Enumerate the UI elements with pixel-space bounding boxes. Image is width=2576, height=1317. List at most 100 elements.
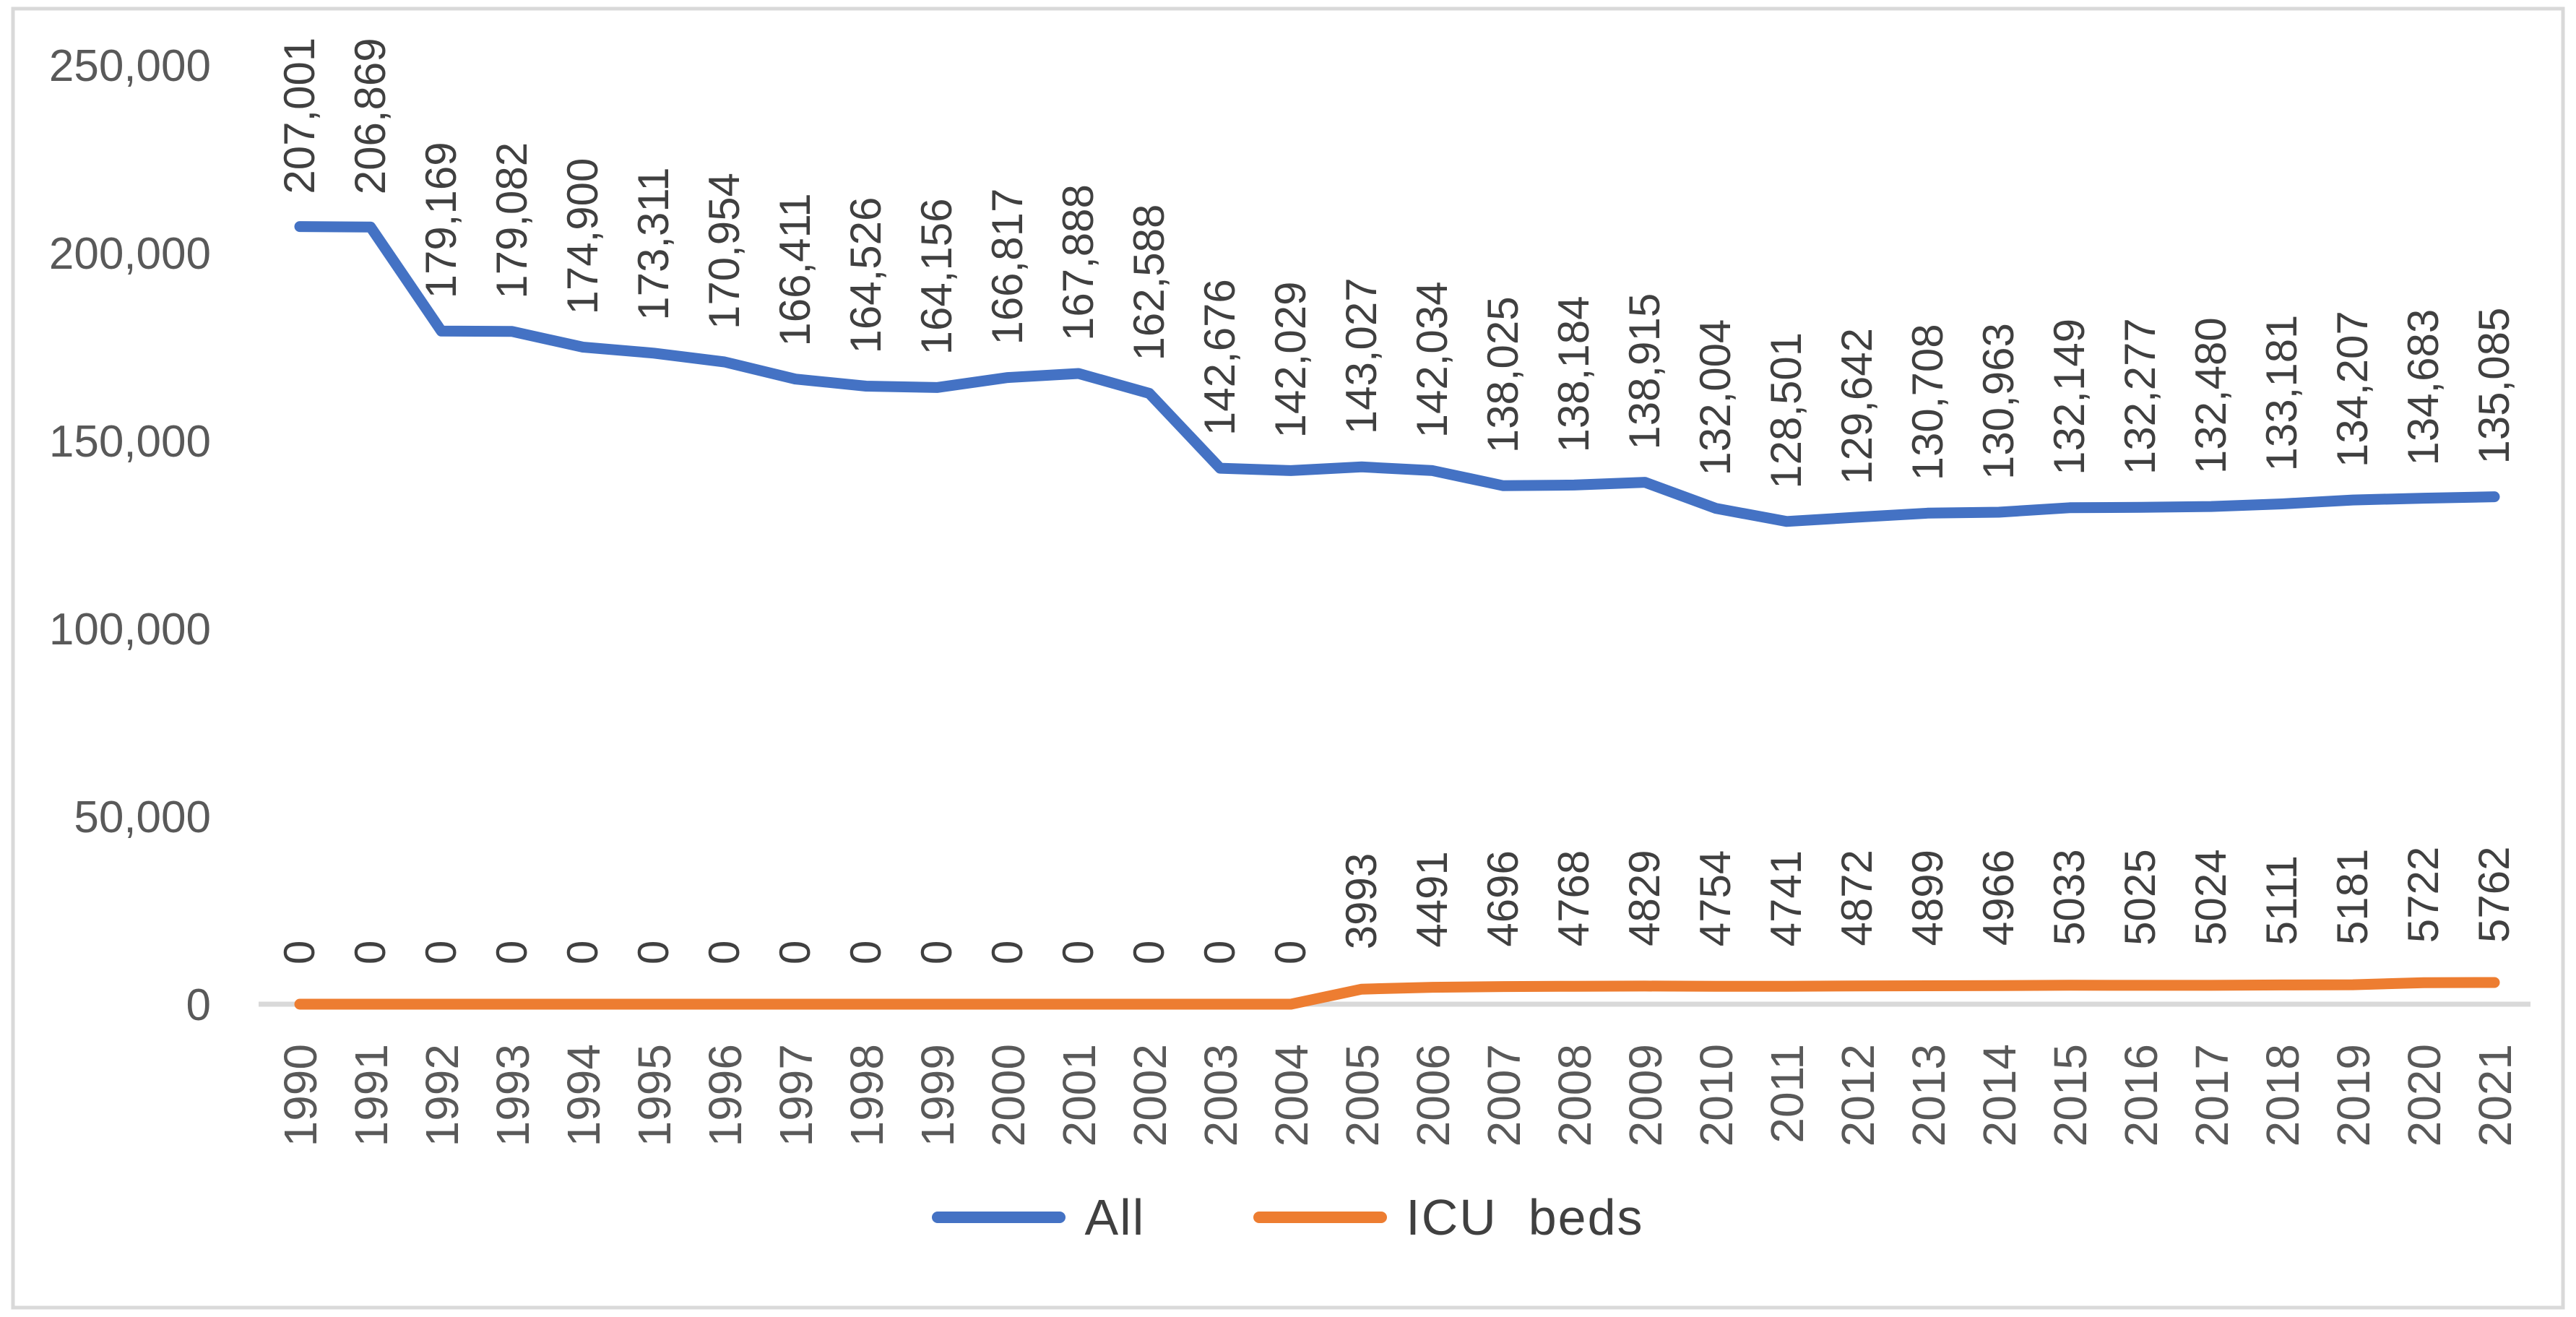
all-data-label: 130,708 [1903,324,1952,480]
legend-label-icu-beds: ICU beds [1406,1189,1644,1245]
x-axis-year-label: 2012 [1832,1044,1884,1147]
x-axis-year-label: 2013 [1903,1044,1955,1147]
x-axis-year-label: 1991 [345,1044,397,1147]
all-data-label: 134,207 [2328,311,2377,467]
all-data-label: 166,411 [771,193,819,346]
x-axis-year-label: 2018 [2257,1044,2309,1147]
icu-beds-data-label: 4741 [1762,850,1810,946]
icu-beds-data-label: 0 [417,941,465,964]
x-axis-year-label: 1992 [416,1044,468,1147]
icu-beds-data-label: 4966 [1974,850,2023,946]
x-axis-year-label: 2005 [1336,1044,1388,1147]
all-data-label: 164,156 [912,198,961,355]
icu-beds-series-swatch [1253,1212,1388,1223]
icu-beds-data-label: 0 [842,941,890,964]
icu-beds-data-label: 4696 [1479,850,1527,946]
x-axis-year-label: 2020 [2398,1044,2450,1147]
y-axis-tick-label: 0 [186,980,211,1030]
all-data-label: 130,963 [1974,323,2023,480]
icu-beds-data-label: 4829 [1620,850,1669,946]
icu-beds-data-label: 0 [983,941,1032,964]
chart-legend: All ICU beds [0,1188,2576,1246]
icu-beds-data-label: 0 [629,941,678,964]
all-data-label: 143,027 [1337,277,1386,434]
all-data-label: 133,181 [2257,315,2306,472]
icu-beds-data-label: 0 [700,941,748,964]
all-data-label: 179,169 [417,142,465,298]
x-axis-year-label: 2007 [1478,1044,1530,1147]
all-data-label: 132,149 [2045,319,2093,475]
icu-beds-data-label: 5762 [2470,847,2518,943]
icu-beds-data-label: 0 [558,941,607,964]
all-data-label: 132,480 [2187,317,2235,474]
icu-beds-data-label: 0 [346,941,394,964]
icu-beds-data-label: 5024 [2187,849,2235,945]
all-series-swatch [932,1212,1066,1223]
x-axis-year-label: 2008 [1549,1044,1601,1147]
x-axis-year-label: 2010 [1690,1044,1742,1147]
x-axis-year-label: 2004 [1266,1044,1318,1147]
icu-beds-data-label: 4491 [1408,851,1456,947]
all-data-label: 170,954 [700,173,748,329]
all-series-line [294,221,2500,527]
all-data-label: 132,277 [2116,318,2164,475]
all-data-label: 142,029 [1266,282,1315,439]
all-data-label: 138,025 [1479,296,1527,453]
all-data-label: 164,526 [842,197,890,354]
y-axis-tick-label: 50,000 [74,793,211,842]
all-data-label: 134,683 [2399,309,2447,466]
x-axis-year-label: 2009 [1620,1044,1672,1147]
icu-beds-data-label: 0 [1196,941,1244,964]
all-data-label: 207,001 [275,38,324,194]
legend-item-all: All [932,1188,1145,1246]
icu-beds-data-label: 5181 [2328,849,2377,945]
x-axis-year-label: 2014 [1974,1044,2026,1147]
icu-beds-data-label: 5025 [2116,849,2164,945]
all-data-label: 142,676 [1196,279,1244,436]
icu-beds-data-label: 0 [275,941,324,964]
x-axis-year-label: 2015 [2044,1044,2096,1147]
x-axis-year-label: 1997 [770,1044,822,1147]
all-data-label: 135,085 [2470,308,2518,465]
x-axis-year-label: 2001 [1053,1044,1105,1147]
x-axis-year-label: 1996 [699,1044,751,1147]
x-axis-year-label: 2000 [982,1044,1034,1147]
icu-beds-data-label: 0 [1125,941,1173,964]
icu-beds-data-label: 4899 [1903,850,1952,946]
x-axis-year-label: 1995 [628,1044,680,1147]
icu-beds-data-label: 4872 [1833,850,1881,946]
x-axis-year-label: 1999 [912,1044,964,1147]
chart-border [11,7,2565,1310]
all-data-label: 166,817 [983,189,1032,345]
x-axis-year-label: 2019 [2328,1044,2380,1147]
y-axis-tick-label: 200,000 [49,229,211,279]
all-data-label: 162,588 [1125,204,1173,361]
icu-beds-data-label: 0 [912,941,961,964]
all-data-label: 142,034 [1408,282,1456,439]
y-axis-tick-label: 100,000 [49,605,211,655]
x-axis-year-label: 2002 [1124,1044,1176,1147]
icu-beds-series-line [294,977,2500,1010]
x-axis-year-label: 2021 [2469,1044,2521,1147]
x-axis-year-label: 1993 [487,1044,539,1147]
icu-beds-data-label: 3993 [1337,853,1386,949]
x-axis-year-label: 2016 [2115,1044,2167,1147]
icu-beds-data-label: 5033 [2045,849,2093,945]
all-data-label: 138,915 [1620,293,1669,450]
icu-beds-data-label: 4768 [1550,850,1598,946]
icu-beds-data-label: 5111 [2257,855,2306,946]
all-data-label: 138,184 [1550,296,1598,453]
icu-beds-data-label: 0 [1054,941,1102,964]
all-data-label: 167,888 [1054,184,1102,341]
icu-beds-data-label: 4754 [1691,850,1739,946]
x-axis-year-label: 2017 [2186,1044,2238,1147]
icu-beds-data-label: 0 [1266,941,1315,964]
y-axis-tick-label: 150,000 [49,417,211,467]
legend-item-icu-beds: ICU beds [1253,1188,1643,1246]
all-data-label: 179,082 [488,142,536,299]
legend-label-all: All [1084,1189,1146,1245]
x-axis-year-label: 1994 [558,1044,610,1147]
x-axis-year-label: 1998 [841,1044,893,1147]
